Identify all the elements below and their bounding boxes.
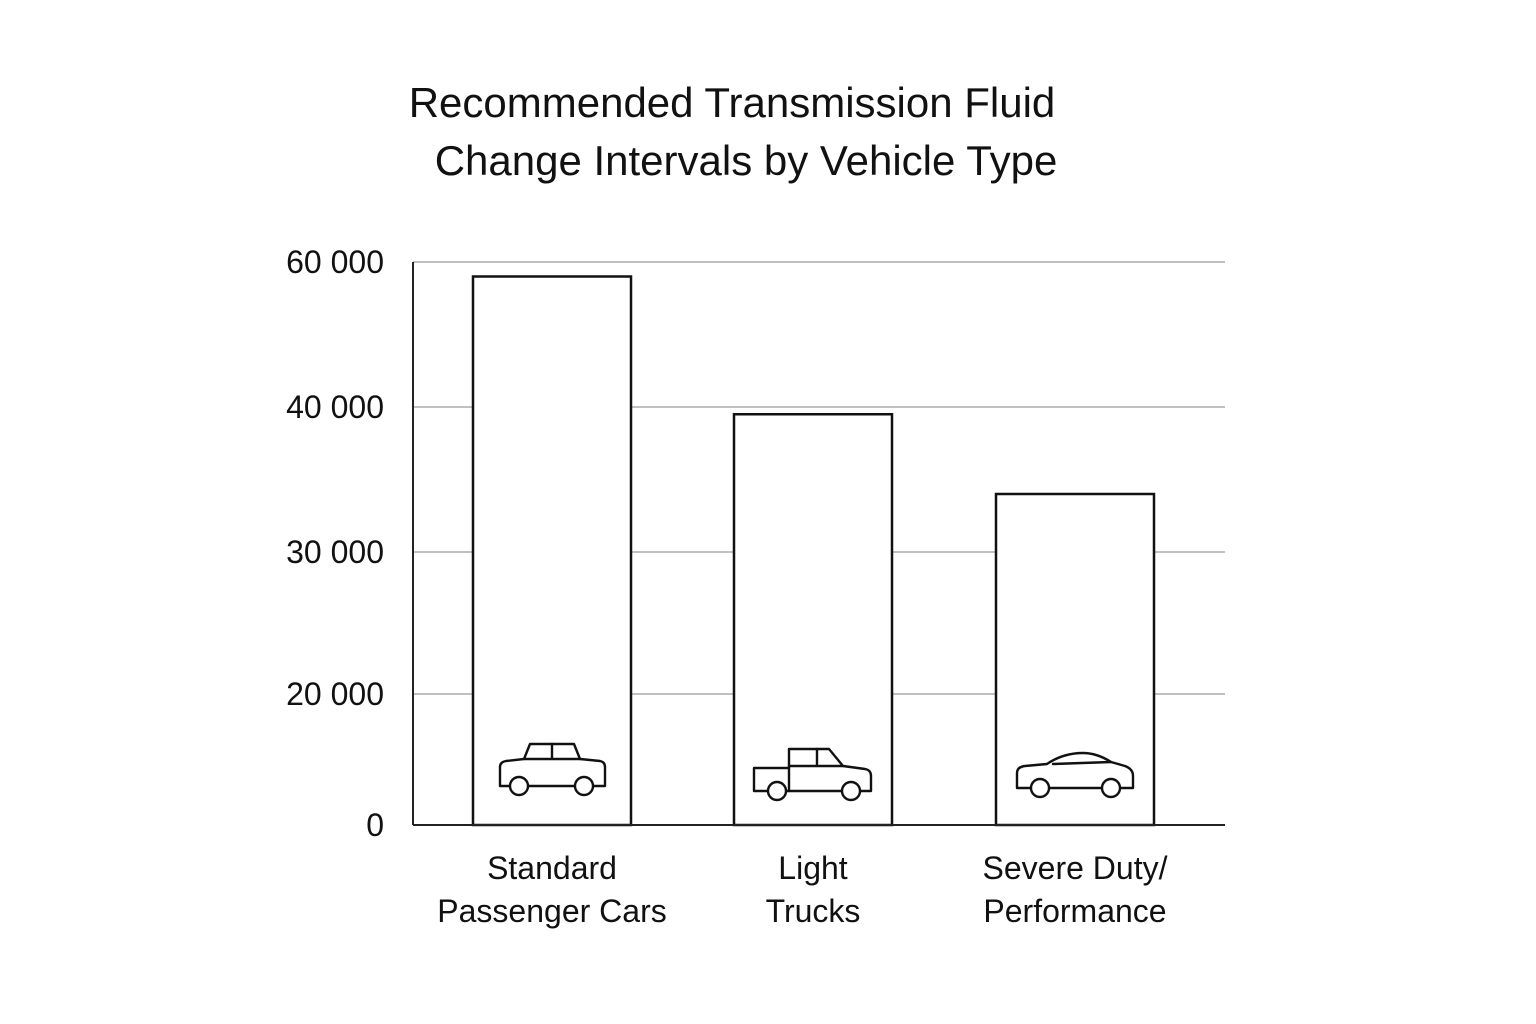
y-tick-label: 0 xyxy=(366,807,384,843)
chart-title-line-2: Change Intervals by Vehicle Type xyxy=(435,137,1058,184)
y-tick-label: 40 000 xyxy=(286,389,384,425)
bar-0 xyxy=(471,275,633,827)
bars xyxy=(471,275,1156,827)
sedan-icon xyxy=(498,742,607,797)
x-category-label: Performance xyxy=(983,893,1166,929)
y-tick-label: 20 000 xyxy=(286,676,384,712)
pickup-truck-icon xyxy=(752,747,873,802)
sports-car-icon xyxy=(1015,751,1135,799)
x-category-label: Passenger Cars xyxy=(437,893,666,929)
x-category-label: Trucks xyxy=(766,893,861,929)
axes xyxy=(412,262,1225,826)
x-category-label: Severe Duty/ xyxy=(983,850,1168,886)
chart-title: Recommended Transmission Fluid Change In… xyxy=(409,79,1058,184)
y-axis-ticks: 0 20 000 30 000 40 000 60 000 xyxy=(286,244,384,843)
x-axis-labels: Standard Passenger Cars Light Trucks Severe … xyxy=(437,850,1167,929)
x-category-label: Standard xyxy=(487,850,617,886)
vehicle-icons xyxy=(498,742,1135,802)
y-tick-label: 30 000 xyxy=(286,534,384,570)
chart-title-line-1: Recommended Transmission Fluid xyxy=(409,79,1056,126)
y-tick-label: 60 000 xyxy=(286,244,384,280)
x-category-label: Light xyxy=(778,850,848,886)
